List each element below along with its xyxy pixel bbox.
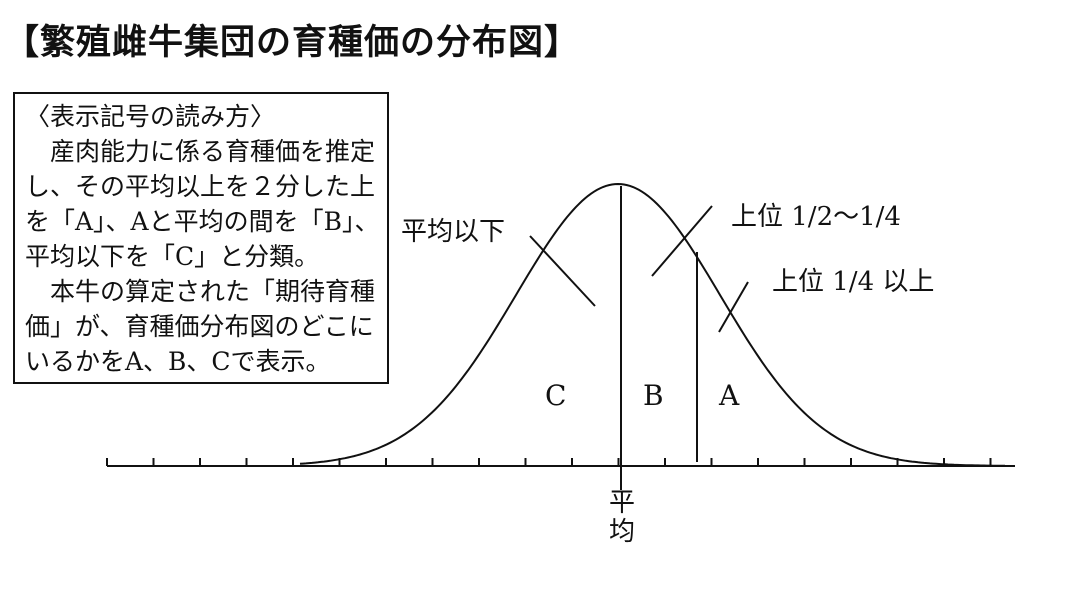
diagram-title: 【繁殖雌牛集団の育種価の分布図】 (4, 23, 581, 63)
mean-label-line2: 均 (609, 517, 635, 547)
region-b-label: B (643, 379, 664, 412)
legend-line: 本牛の算定された「期待育種 (25, 277, 376, 306)
legend-line: 産肉能力に係る育種価を推定 (25, 137, 376, 166)
legend-line: を「A」、Aと平均の間を「B」、 (25, 207, 380, 236)
legend-line: し、その平均以上を２分した上 (25, 172, 376, 201)
legend-line: 価」が、育種価分布図のどこに (25, 312, 374, 341)
region-c-label: C (545, 379, 566, 412)
label-below-average: 平均以下 (401, 217, 505, 247)
legend-line: いるかをA、B、Cで表示。 (25, 347, 331, 376)
legend-box: 〈表示記号の読み方〉 産肉能力に係る育種価を推定 し、その平均以上を２分した上 … (13, 92, 389, 384)
leader-line-below-average (529, 235, 596, 307)
region-a-label: A (718, 379, 740, 412)
label-top-quarter: 上位 1/4 以上 (772, 267, 934, 297)
leader-line-top-half-quarter (651, 205, 713, 277)
x-axis-ticks (106, 458, 992, 466)
legend-line: 平均以下を「C」と分類。 (25, 242, 320, 271)
leader-line-top-quarter (718, 281, 749, 333)
mean-label-line1: 平 (609, 488, 635, 518)
legend-heading: 〈表示記号の読み方〉 (25, 102, 276, 131)
distribution-curve (299, 182, 1005, 467)
label-top-half-quarter: 上位 1/2〜1/4 (731, 202, 901, 232)
